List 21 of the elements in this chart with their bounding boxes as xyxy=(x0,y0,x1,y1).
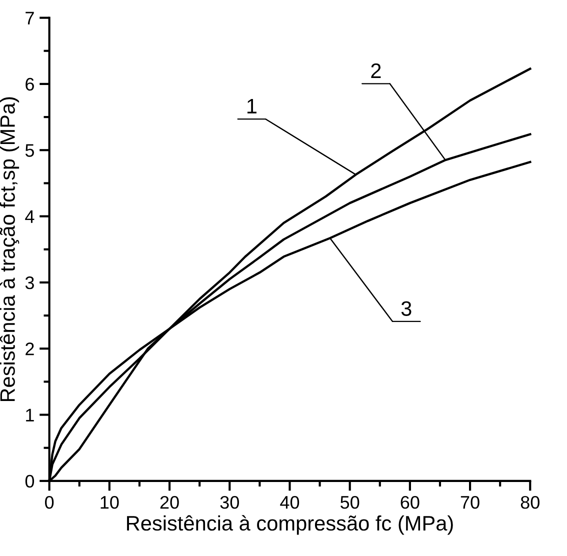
x-tick-label: 20 xyxy=(160,496,179,509)
y-tick-label: 3 xyxy=(25,276,34,290)
y-tick-label: 0 xyxy=(25,474,34,488)
y-tick-label: 4 xyxy=(25,210,34,223)
x-tick-label: 0 xyxy=(45,496,54,509)
x-tick-label: 30 xyxy=(220,496,239,509)
y-tick-label: 6 xyxy=(26,78,34,91)
x-tick-label: 80 xyxy=(520,496,540,509)
x-axis-title: Resistência à compressão fc (MPa) xyxy=(127,515,453,535)
x-tick-label: 50 xyxy=(340,496,360,509)
y-tick-label: 1 xyxy=(26,408,34,422)
y-tick-label: 7 xyxy=(26,12,34,24)
annotation: 3 xyxy=(401,301,412,316)
x-tick-label: 70 xyxy=(460,496,480,509)
annotation: 2 xyxy=(371,63,381,78)
x-tick-label: 60 xyxy=(400,496,420,509)
y-tick-label: 5 xyxy=(25,144,34,157)
y-tick-label: 2 xyxy=(26,342,34,356)
x-tick-label: 10 xyxy=(100,496,119,509)
annotation: 1 xyxy=(247,99,256,114)
x-tick-label: 40 xyxy=(280,496,300,509)
